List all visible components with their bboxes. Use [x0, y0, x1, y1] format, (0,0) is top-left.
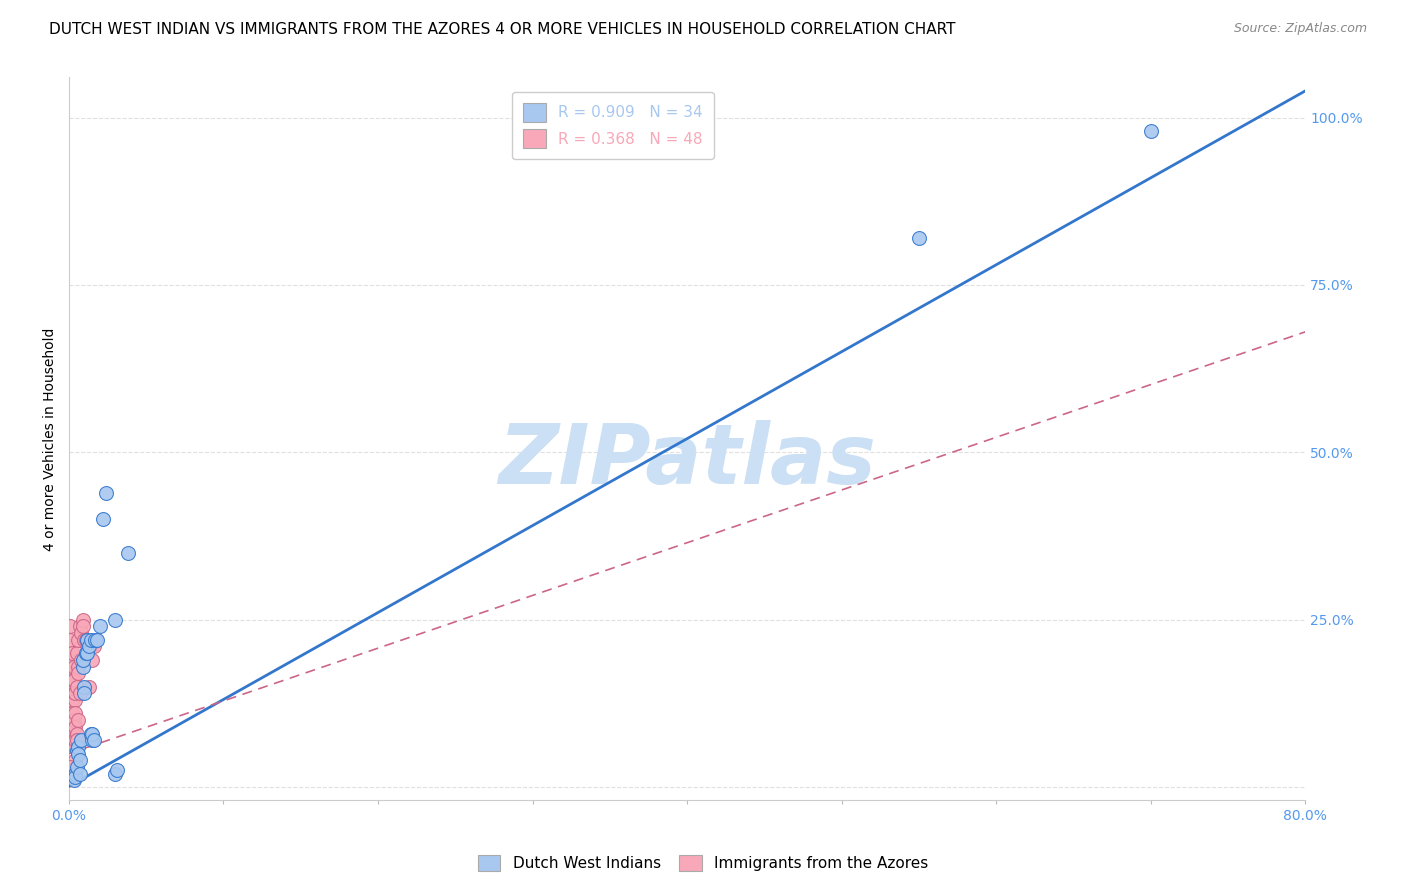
Legend: R = 0.909   N = 34, R = 0.368   N = 48: R = 0.909 N = 34, R = 0.368 N = 48 — [512, 92, 714, 159]
Point — [60, 720, 83, 734]
Point — [63, 770, 86, 784]
Point — [59, 619, 82, 633]
Point — [66, 733, 89, 747]
Point — [104, 613, 127, 627]
Point — [67, 713, 90, 727]
Point — [60, 680, 83, 694]
Point — [63, 693, 86, 707]
Point — [72, 613, 94, 627]
Point — [62, 773, 84, 788]
Point — [73, 686, 96, 700]
Point — [76, 632, 98, 647]
Point — [75, 632, 97, 647]
Point — [72, 653, 94, 667]
Point — [72, 659, 94, 673]
Point — [73, 632, 96, 647]
Point — [117, 546, 139, 560]
Point — [62, 686, 84, 700]
Point — [75, 646, 97, 660]
Point — [69, 619, 91, 633]
Point — [908, 231, 931, 245]
Point — [69, 766, 91, 780]
Point — [63, 753, 86, 767]
Point — [91, 512, 114, 526]
Point — [62, 713, 84, 727]
Point — [66, 680, 89, 694]
Y-axis label: 4 or more Vehicles in Household: 4 or more Vehicles in Household — [44, 327, 58, 550]
Point — [60, 693, 83, 707]
Point — [77, 640, 100, 654]
Text: DUTCH WEST INDIAN VS IMMIGRANTS FROM THE AZORES 4 OR MORE VEHICLES IN HOUSEHOLD : DUTCH WEST INDIAN VS IMMIGRANTS FROM THE… — [49, 22, 956, 37]
Point — [59, 632, 82, 647]
Legend: Dutch West Indians, Immigrants from the Azores: Dutch West Indians, Immigrants from the … — [471, 849, 935, 877]
Point — [69, 753, 91, 767]
Point — [70, 626, 93, 640]
Point — [59, 666, 82, 681]
Point — [60, 770, 83, 784]
Point — [77, 680, 100, 694]
Point — [79, 640, 101, 654]
Point — [62, 733, 84, 747]
Point — [76, 646, 98, 660]
Point — [60, 693, 83, 707]
Point — [94, 485, 117, 500]
Point — [67, 747, 90, 761]
Point — [104, 766, 127, 780]
Point — [62, 673, 84, 687]
Point — [79, 632, 101, 647]
Point — [67, 739, 90, 754]
Point — [79, 726, 101, 740]
Point — [82, 733, 104, 747]
Point — [59, 653, 82, 667]
Text: ZIPatlas: ZIPatlas — [498, 420, 876, 501]
Point — [105, 764, 128, 778]
Point — [60, 673, 83, 687]
Point — [83, 640, 105, 654]
Point — [66, 646, 89, 660]
Point — [63, 766, 86, 780]
Point — [70, 733, 93, 747]
Point — [89, 619, 111, 633]
Text: Source: ZipAtlas.com: Source: ZipAtlas.com — [1233, 22, 1367, 36]
Point — [83, 733, 105, 747]
Point — [63, 720, 86, 734]
Point — [76, 632, 98, 647]
Point — [63, 686, 86, 700]
Point — [59, 760, 82, 774]
Point — [59, 766, 82, 780]
Point — [1140, 124, 1163, 138]
Point — [82, 726, 104, 740]
Point — [66, 726, 89, 740]
Point — [73, 680, 96, 694]
Point — [62, 713, 84, 727]
Point — [67, 659, 90, 673]
Point — [63, 739, 86, 754]
Point — [66, 743, 89, 757]
Point — [62, 659, 84, 673]
Point — [70, 653, 93, 667]
Point — [82, 653, 104, 667]
Point — [67, 632, 90, 647]
Point — [60, 706, 83, 721]
Point — [60, 646, 83, 660]
Point — [69, 686, 91, 700]
Point — [66, 760, 89, 774]
Point — [72, 619, 94, 633]
Point — [63, 706, 86, 721]
Point — [67, 666, 90, 681]
Point — [86, 632, 108, 647]
Point — [63, 733, 86, 747]
Point — [84, 632, 107, 647]
